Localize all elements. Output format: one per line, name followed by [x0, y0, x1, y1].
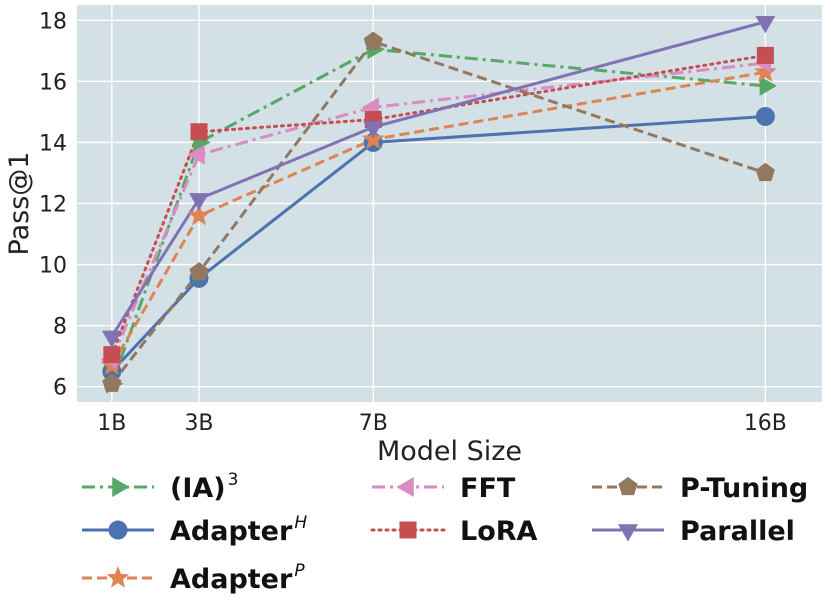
legend-entry-ia-3: (IA) 3 [82, 470, 238, 504]
legend-label: P-Tuning [680, 473, 808, 504]
series-line-ia-3 [110, 47, 766, 385]
x-tick-label: 3B [184, 411, 213, 436]
y-tick-label: 14 [39, 131, 67, 156]
series-line-fft [110, 61, 766, 360]
legend-marker [618, 476, 638, 496]
x-tick-label: 1B [97, 411, 126, 436]
x-tick-label: 7B [359, 411, 388, 436]
data-point-p-tuning [102, 373, 122, 392]
data-point-lora [756, 46, 774, 64]
legend-entry-adapter-h: Adapter H [82, 513, 307, 547]
y-tick-label: 18 [39, 9, 67, 34]
legend-entry-fft: FFT [372, 473, 516, 504]
legend-marker [108, 520, 128, 540]
legend-entry-adapter-p: Adapter P [82, 561, 305, 595]
data-point-fft [187, 144, 205, 165]
legend-entry-parallel: Parallel [592, 516, 795, 547]
y-tick-label: 10 [39, 254, 67, 279]
legend: (IA) 3 Adapter H Adapter P FFT LoRA P-Tuning Para… [82, 470, 808, 595]
legend-label: FFT [460, 473, 516, 504]
data-point-parallel [189, 193, 209, 211]
legend-marker [112, 477, 130, 497]
data-point-p-tuning [363, 31, 383, 50]
data-point-adapter-p [754, 60, 777, 82]
series-line-lora [110, 53, 767, 357]
x-tick-label: 16B [744, 411, 787, 436]
legend-marker [396, 477, 414, 497]
data-point-parallel [363, 121, 384, 139]
data-point-ia-3 [759, 75, 777, 96]
y-tick-label: 16 [39, 70, 67, 95]
legend-label: Adapter H [170, 513, 307, 547]
legend-entry-p-tuning: P-Tuning [592, 473, 808, 504]
legend-label: LoRA [460, 516, 538, 547]
x-axis-label: Model Size [377, 436, 522, 467]
legend-label: (IA) 3 [170, 470, 238, 504]
data-point-adapter-p [187, 203, 211, 226]
legend-label: Adapter P [170, 561, 305, 595]
legend-label: Parallel [680, 516, 795, 547]
y-tick-label: 8 [53, 315, 67, 340]
y-tick-label: 12 [39, 193, 67, 218]
data-point-parallel [755, 16, 776, 34]
y-tick-labels: 6 8 10 12 14 16 18 [39, 9, 67, 400]
y-tick-label: 6 [53, 376, 67, 401]
series-line-parallel [110, 20, 766, 338]
series-lines [110, 20, 767, 385]
series-line-adapter-h [110, 114, 766, 373]
data-point-lora [103, 346, 121, 364]
data-point-parallel [101, 330, 122, 348]
y-axis-label: Pass@1 [4, 152, 35, 256]
data-point-adapter-h [755, 106, 775, 126]
data-point-lora [190, 123, 208, 141]
legend-marker [618, 524, 638, 542]
data-point-p-tuning [755, 162, 775, 182]
data-point-p-tuning [189, 262, 209, 281]
legend-marker [399, 521, 417, 539]
series-line-p-tuning [110, 39, 766, 385]
legend-entry-lora: LoRA [370, 516, 538, 547]
legend-marker [106, 566, 130, 588]
x-tick-labels: 1B 3B 7B 16B [97, 411, 787, 436]
series-markers [100, 16, 777, 394]
